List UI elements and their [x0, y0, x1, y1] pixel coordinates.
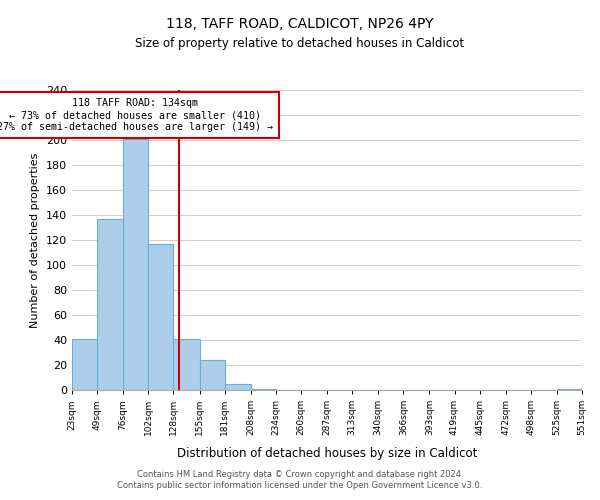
Text: 118 TAFF ROAD: 134sqm
← 73% of detached houses are smaller (410)
27% of semi-det: 118 TAFF ROAD: 134sqm ← 73% of detached … — [0, 98, 273, 132]
Text: 118, TAFF ROAD, CALDICOT, NP26 4PY: 118, TAFF ROAD, CALDICOT, NP26 4PY — [166, 18, 434, 32]
Y-axis label: Number of detached properties: Number of detached properties — [31, 152, 40, 328]
Text: Size of property relative to detached houses in Caldicot: Size of property relative to detached ho… — [136, 38, 464, 51]
Bar — [123, 138, 148, 390]
Text: Contains HM Land Registry data © Crown copyright and database right 2024.: Contains HM Land Registry data © Crown c… — [137, 470, 463, 479]
Bar — [173, 339, 200, 390]
Bar — [97, 219, 123, 390]
Text: Contains public sector information licensed under the Open Government Licence v3: Contains public sector information licen… — [118, 481, 482, 490]
Bar — [72, 339, 97, 390]
Bar — [251, 389, 276, 390]
Bar — [148, 244, 173, 390]
Bar — [199, 360, 224, 390]
Bar — [224, 384, 251, 390]
X-axis label: Distribution of detached houses by size in Caldicot: Distribution of detached houses by size … — [177, 446, 477, 460]
Bar — [557, 389, 582, 390]
